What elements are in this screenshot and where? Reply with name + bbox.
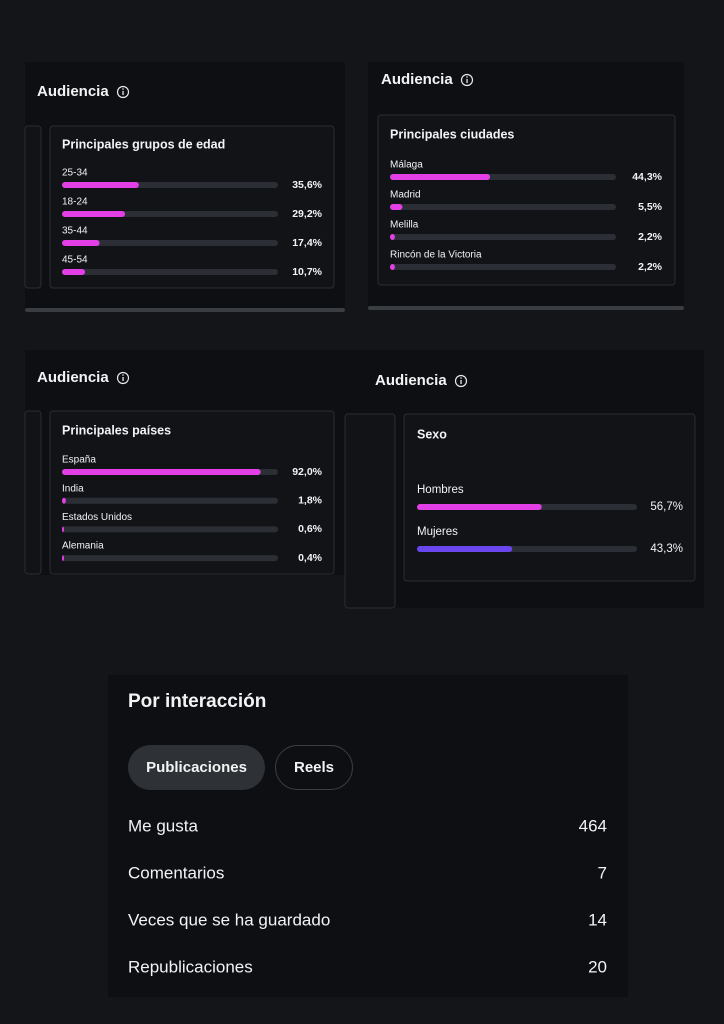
tab-selected[interactable] xyxy=(128,745,265,790)
bar-track xyxy=(62,269,278,275)
row-label: Rincón de la Victoria xyxy=(390,250,482,261)
bar xyxy=(62,497,66,504)
metric-value: 14 xyxy=(588,910,607,929)
bar xyxy=(390,204,403,210)
scrollbar xyxy=(25,308,345,312)
bar-track xyxy=(62,240,278,246)
info-icon-stem xyxy=(466,79,468,83)
row-label: India xyxy=(62,483,84,494)
card xyxy=(403,413,696,582)
info-icon-dot xyxy=(466,76,468,78)
value-label: 10,7% xyxy=(292,266,322,278)
bar xyxy=(390,174,491,180)
row-label: Melilla xyxy=(390,220,419,231)
info-icon-stem xyxy=(122,377,124,381)
bar xyxy=(62,526,64,533)
metric-value: 7 xyxy=(598,863,607,882)
row-label: 45-54 xyxy=(62,255,88,266)
info-icon xyxy=(454,374,468,388)
card-title: Principales ciudades xyxy=(390,127,514,141)
value-label: 43,3% xyxy=(650,543,683,555)
panel-title: Audiencia xyxy=(375,372,447,389)
bar-track xyxy=(390,264,616,270)
panel-title: Audiencia xyxy=(37,369,109,386)
bar-track xyxy=(390,204,616,210)
interaction-panel xyxy=(108,675,628,997)
value-label: 29,2% xyxy=(292,208,322,220)
value-label: 2,2% xyxy=(638,231,663,243)
card xyxy=(49,125,335,289)
value-label: 44,3% xyxy=(632,171,662,183)
row-label: 35-44 xyxy=(62,226,88,237)
bar xyxy=(390,234,395,240)
info-icon xyxy=(116,85,130,99)
bar-track xyxy=(62,555,278,562)
value-label: 56,7% xyxy=(650,501,683,513)
partial-card xyxy=(24,125,42,289)
info-icon-dot xyxy=(122,374,124,376)
card-title: Principales países xyxy=(62,423,171,437)
partial-card xyxy=(24,410,42,575)
row-label: 25-34 xyxy=(62,168,88,179)
row-label: España xyxy=(62,455,96,466)
row-label: Málaga xyxy=(390,160,423,171)
metric-label: Comentarios xyxy=(128,863,224,882)
bar-track xyxy=(62,526,278,533)
bar-track xyxy=(62,497,278,504)
value-label: 35,6% xyxy=(292,179,322,191)
value-label: 2,2% xyxy=(638,261,663,273)
bar xyxy=(417,504,542,510)
metric-value: 464 xyxy=(579,816,607,835)
value-label: 92,0% xyxy=(292,466,322,478)
metric-label: Veces que se ha guardado xyxy=(128,910,330,929)
value-label: 17,4% xyxy=(292,237,322,249)
info-icon-dot xyxy=(122,88,124,90)
bar xyxy=(62,555,64,562)
bar xyxy=(417,546,513,552)
info-icon-dot xyxy=(460,377,462,379)
info-icon-stem xyxy=(122,91,124,95)
interaction-title: Por interacción xyxy=(128,691,266,712)
tab[interactable] xyxy=(275,745,353,790)
tab-label[interactable]: Reels xyxy=(294,759,334,776)
bar xyxy=(62,469,261,475)
metric-label: Me gusta xyxy=(128,816,198,835)
bar xyxy=(62,211,126,217)
card xyxy=(377,114,676,286)
row-label: 18-24 xyxy=(62,197,88,208)
info-icon xyxy=(460,73,474,87)
value-label: 5,5% xyxy=(638,201,663,213)
card-title: Principales grupos de edad xyxy=(62,137,225,151)
info-icon xyxy=(116,371,130,385)
card-title: Sexo xyxy=(417,427,447,441)
value-label: 0,4% xyxy=(298,552,323,564)
row-label: Mujeres xyxy=(417,526,458,538)
panel-title: Audiencia xyxy=(381,71,453,88)
value-label: 1,8% xyxy=(298,494,323,506)
card xyxy=(49,410,335,575)
metric-label: Republicaciones xyxy=(128,957,253,976)
row-label: Hombres xyxy=(417,484,464,496)
row-label: Alemania xyxy=(62,541,104,552)
scrollbar xyxy=(368,306,684,310)
partial-card xyxy=(344,413,396,609)
row-label: Madrid xyxy=(390,190,421,201)
row-label: Estados Unidos xyxy=(62,512,132,523)
bar xyxy=(62,182,139,188)
tab-label[interactable]: Publicaciones xyxy=(146,759,247,776)
bar xyxy=(62,240,100,246)
bar xyxy=(62,269,86,275)
panel-title: Audiencia xyxy=(37,83,109,100)
bar-track xyxy=(390,234,616,240)
metric-value: 20 xyxy=(588,957,607,976)
bar xyxy=(390,264,395,270)
value-label: 0,6% xyxy=(298,523,323,535)
info-icon-stem xyxy=(460,380,462,384)
